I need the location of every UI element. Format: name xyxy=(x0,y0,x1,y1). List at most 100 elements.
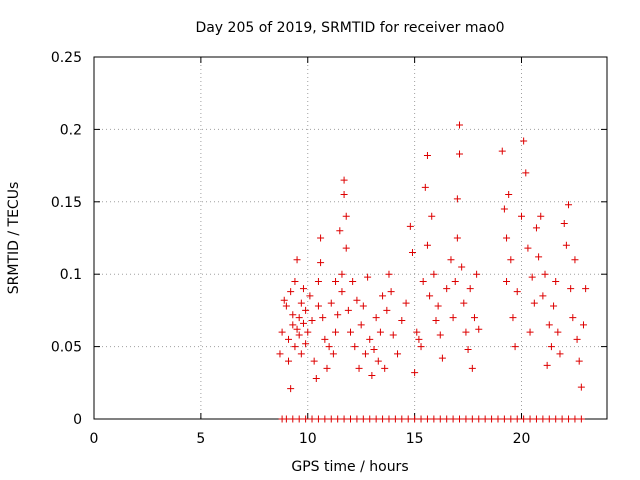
data-point xyxy=(289,415,297,423)
data-point xyxy=(291,277,299,285)
data-point xyxy=(456,121,464,129)
data-point xyxy=(524,244,532,252)
data-point xyxy=(379,292,387,300)
data-point xyxy=(383,306,391,314)
x-tick-label: 20 xyxy=(513,431,531,447)
data-point xyxy=(334,415,342,423)
data-point xyxy=(278,328,286,336)
data-point xyxy=(428,212,436,220)
data-point xyxy=(503,277,511,285)
data-point xyxy=(325,343,333,351)
data-point xyxy=(314,415,322,423)
data-point xyxy=(436,415,444,423)
data-point xyxy=(366,415,374,423)
data-point xyxy=(569,314,577,322)
data-point xyxy=(374,357,382,365)
data-point xyxy=(302,306,310,314)
data-point xyxy=(526,328,534,336)
data-point xyxy=(453,234,461,242)
data-point xyxy=(503,234,511,242)
data-point xyxy=(462,415,470,423)
data-point xyxy=(543,361,551,369)
data-point xyxy=(306,292,314,300)
data-point xyxy=(494,415,502,423)
data-point xyxy=(451,277,459,285)
y-tick-label: 0.2 xyxy=(60,122,82,138)
x-tick-label: 5 xyxy=(196,431,205,447)
data-point xyxy=(500,415,508,423)
data-point xyxy=(518,212,525,220)
data-point xyxy=(545,415,553,423)
data-point xyxy=(423,241,431,249)
data-point xyxy=(353,415,361,423)
data-point xyxy=(293,325,301,333)
data-point xyxy=(511,343,519,351)
data-point xyxy=(329,350,337,358)
x-tick-label: 10 xyxy=(299,431,317,447)
data-point xyxy=(276,350,284,358)
data-point xyxy=(475,415,483,423)
data-point xyxy=(314,277,322,285)
data-points xyxy=(276,121,590,423)
data-point xyxy=(458,263,466,271)
data-point xyxy=(558,415,566,423)
data-point xyxy=(438,354,446,362)
data-point xyxy=(419,277,427,285)
data-point xyxy=(314,302,322,310)
data-point xyxy=(285,357,293,365)
data-point xyxy=(321,335,329,343)
data-point xyxy=(387,288,395,296)
data-point xyxy=(520,137,528,145)
data-point xyxy=(385,270,393,278)
data-point xyxy=(368,372,376,380)
data-point xyxy=(460,299,468,307)
x-axis-label: GPS time / hours xyxy=(291,459,408,475)
data-point xyxy=(567,285,575,293)
data-point xyxy=(355,364,363,372)
data-point xyxy=(434,302,442,310)
data-point xyxy=(310,357,318,365)
data-point xyxy=(565,415,573,423)
data-point xyxy=(565,201,573,209)
data-point xyxy=(537,212,545,220)
data-point xyxy=(423,151,431,159)
data-point xyxy=(317,234,325,242)
data-point xyxy=(293,256,301,264)
data-point xyxy=(349,277,357,285)
data-point xyxy=(295,331,303,339)
data-point xyxy=(299,319,307,327)
y-axis-label: SRMTID / TECUs xyxy=(6,182,22,295)
data-point xyxy=(332,277,340,285)
data-point xyxy=(408,248,416,256)
data-point xyxy=(505,191,513,199)
data-point xyxy=(287,288,295,296)
data-point xyxy=(291,343,299,351)
data-point xyxy=(582,285,590,293)
data-point xyxy=(421,183,429,191)
y-tick-label: 0 xyxy=(73,412,82,428)
data-point xyxy=(520,415,528,423)
data-point xyxy=(560,220,568,228)
data-point xyxy=(468,415,476,423)
data-point xyxy=(312,374,320,382)
data-point xyxy=(415,335,423,343)
data-point xyxy=(394,350,402,358)
data-point xyxy=(552,415,560,423)
data-point xyxy=(406,222,414,230)
data-point xyxy=(398,317,406,325)
data-point xyxy=(347,328,354,336)
data-point xyxy=(364,273,372,281)
data-point xyxy=(562,241,570,249)
data-point xyxy=(282,415,290,423)
data-point xyxy=(338,270,346,278)
data-point xyxy=(338,288,346,296)
data-point xyxy=(513,415,521,423)
data-point xyxy=(411,369,419,377)
data-point xyxy=(289,321,297,329)
data-point xyxy=(385,415,393,423)
x-tick-label: 15 xyxy=(406,431,424,447)
data-point xyxy=(391,415,399,423)
data-point xyxy=(334,311,342,319)
data-point xyxy=(302,415,310,423)
